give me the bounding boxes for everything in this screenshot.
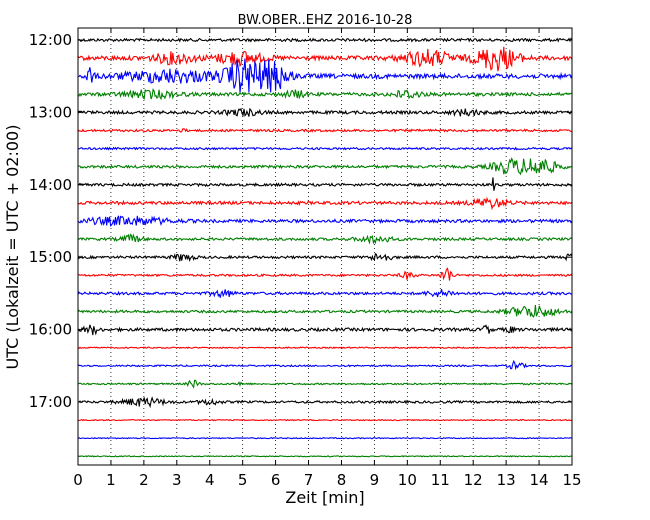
x-tick-label: 1 (106, 471, 116, 489)
trace-1745 (77, 455, 573, 458)
x-tick-label: 3 (172, 471, 182, 489)
y-tick-label: 12:00 (29, 31, 72, 49)
plot-border (77, 27, 573, 466)
y-axis-ticks: 12:00 13:00 14:00 15:00 16:00 17:00 (29, 31, 572, 411)
trace-1330 (78, 146, 573, 151)
x-tick-label: 11 (431, 471, 450, 489)
x-tick-label: 12 (464, 471, 483, 489)
trace-1415 (77, 196, 573, 211)
trace-1700 (77, 396, 573, 409)
trace-1730 (77, 437, 573, 440)
trace-1315 (77, 128, 572, 133)
y-tick-label: 17:00 (29, 393, 72, 411)
trace-1200 (77, 37, 573, 43)
trace-1645 (77, 379, 573, 389)
grid-lines (110, 28, 540, 465)
trace-1600 (77, 324, 573, 336)
x-tick-label: 7 (304, 471, 314, 489)
trace-1615 (77, 346, 573, 350)
trace-1515 (77, 267, 573, 281)
x-tick-label: 8 (337, 471, 347, 489)
y-tick-label: 14:00 (29, 176, 72, 194)
trace-1345 (77, 157, 573, 176)
trace-1715 (78, 418, 573, 422)
seismogram-traces (77, 37, 573, 458)
trace-1400 (77, 177, 573, 191)
y-tick-label: 15:00 (29, 248, 72, 266)
trace-1300 (77, 107, 573, 118)
x-tick-label: 6 (271, 471, 281, 489)
plot-area (78, 28, 572, 465)
y-tick-label: 16:00 (29, 321, 72, 339)
x-tick-label: 15 (562, 471, 581, 489)
x-tick-label: 2 (139, 471, 149, 489)
y-axis-label: UTC (Lokalzeit = UTC + 02:00) (3, 125, 22, 370)
x-axis-label: Zeit [min] (285, 488, 364, 507)
trace-1530 (77, 289, 573, 298)
x-tick-label: 5 (238, 471, 248, 489)
trace-1230 (78, 58, 573, 93)
x-tick-label: 14 (530, 471, 549, 489)
trace-1500 (77, 252, 573, 263)
x-tick-label: 13 (497, 471, 516, 489)
y-tick-label: 13:00 (29, 103, 72, 121)
trace-1545 (77, 304, 573, 318)
x-tick-label: 9 (370, 471, 380, 489)
trace-1630 (77, 359, 573, 371)
trace-1430 (77, 215, 573, 227)
x-tick-label: 4 (205, 471, 215, 489)
trace-1215 (77, 46, 573, 72)
trace-1445 (77, 233, 573, 245)
x-tick-label: 0 (73, 471, 83, 489)
x-tick-label: 10 (398, 471, 417, 489)
chart-title: BW.OBER..EHZ 2016-10-28 (238, 13, 413, 28)
x-axis-ticks: 0 1 2 3 4 5 6 7 8 9 10 11 12 13 14 15 (73, 28, 582, 489)
trace-1245 (77, 88, 573, 101)
